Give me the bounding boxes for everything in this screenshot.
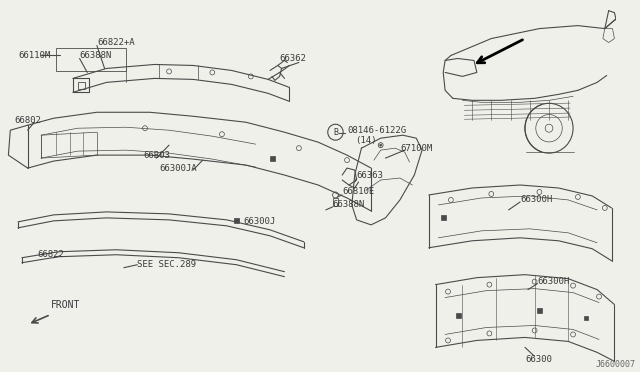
Text: 66B03: 66B03 bbox=[143, 151, 170, 160]
Text: J6600007: J6600007 bbox=[595, 360, 635, 369]
Text: 66388N: 66388N bbox=[79, 51, 112, 60]
Bar bbox=[333, 198, 339, 206]
Text: 67100M: 67100M bbox=[400, 144, 432, 153]
Text: (14): (14) bbox=[355, 136, 376, 145]
Bar bbox=[456, 312, 461, 318]
Text: FRONT: FRONT bbox=[51, 299, 80, 310]
Text: 66802: 66802 bbox=[14, 116, 41, 125]
Bar bbox=[56, 48, 125, 71]
Bar bbox=[441, 215, 446, 220]
Text: 66300J: 66300J bbox=[243, 217, 275, 227]
Bar bbox=[270, 156, 275, 161]
Text: B: B bbox=[333, 128, 338, 137]
Text: 66300: 66300 bbox=[525, 355, 552, 364]
Text: 66822+A: 66822+A bbox=[97, 38, 134, 47]
Text: 08146-6122G: 08146-6122G bbox=[347, 126, 406, 135]
Bar bbox=[77, 82, 85, 89]
Text: SEE SEC.289: SEE SEC.289 bbox=[138, 260, 196, 269]
Bar bbox=[584, 315, 588, 321]
Text: 66388N: 66388N bbox=[333, 201, 365, 209]
Text: 66300H: 66300H bbox=[538, 277, 570, 286]
Text: 66822: 66822 bbox=[37, 250, 64, 259]
Text: 66300H: 66300H bbox=[520, 195, 552, 205]
Text: 66362: 66362 bbox=[280, 54, 307, 63]
Text: 66363: 66363 bbox=[356, 170, 383, 180]
Bar bbox=[538, 308, 542, 312]
Text: 66810E: 66810E bbox=[342, 187, 374, 196]
Circle shape bbox=[380, 144, 381, 146]
Bar bbox=[234, 218, 239, 223]
Text: 66110M: 66110M bbox=[18, 51, 51, 60]
Text: 66300JA: 66300JA bbox=[159, 164, 197, 173]
